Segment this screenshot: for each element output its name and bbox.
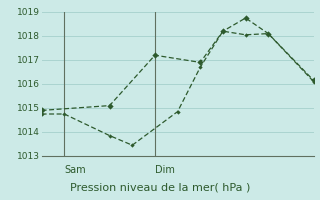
Text: Pression niveau de la mer( hPa ): Pression niveau de la mer( hPa ) — [70, 182, 250, 192]
Text: Dim: Dim — [155, 165, 175, 175]
Text: Sam: Sam — [64, 165, 86, 175]
